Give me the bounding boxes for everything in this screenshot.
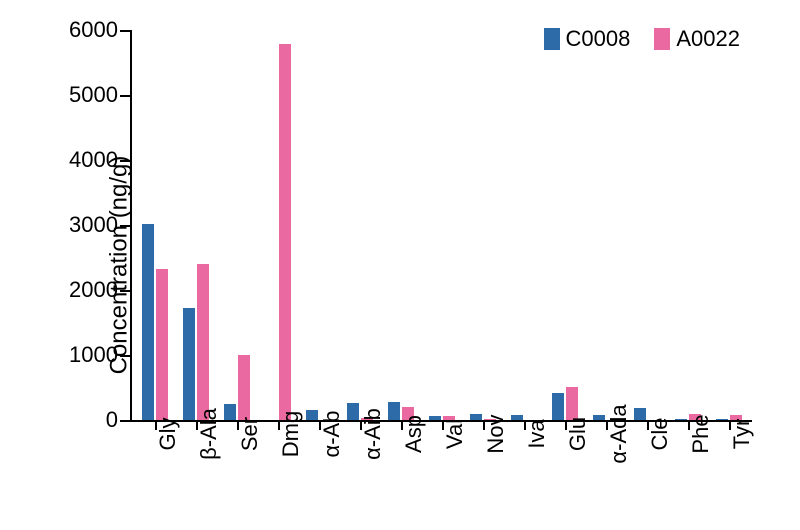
x-tick-label: Glu <box>565 417 591 451</box>
y-tick-label: 5000 <box>69 82 118 108</box>
y-tick <box>120 160 132 162</box>
x-tick-label: Tyr <box>729 419 755 450</box>
x-tick-label: α-Ada <box>606 404 632 463</box>
y-tick <box>120 290 132 292</box>
x-tick-label: Asp <box>401 415 427 453</box>
legend-item-c0008: C0008 <box>544 26 631 52</box>
y-tick <box>120 420 132 422</box>
bar <box>156 269 168 420</box>
bar <box>238 355 250 420</box>
bar <box>675 419 687 420</box>
x-tick-label: Gly <box>155 418 181 451</box>
chart-container: Concentration (ng/g) 0100020003000400050… <box>0 0 800 530</box>
bar <box>429 416 441 420</box>
x-tick-label: α-Aib <box>360 408 386 460</box>
bar <box>388 402 400 420</box>
x-tick-label: Iva <box>524 419 550 448</box>
y-tick-label: 0 <box>106 407 118 433</box>
bar <box>566 387 578 420</box>
x-tick-label: α-Ab <box>319 411 345 458</box>
plot-area: 0100020003000400050006000Glyβ-AlaSerDmgα… <box>130 30 752 422</box>
y-tick-label: 2000 <box>69 277 118 303</box>
bar <box>716 419 728 420</box>
x-tick-label: Nov <box>483 414 509 453</box>
y-tick-label: 1000 <box>69 342 118 368</box>
y-tick <box>120 30 132 32</box>
y-tick <box>120 225 132 227</box>
legend-item-a0022: A0022 <box>654 26 740 52</box>
y-tick <box>120 95 132 97</box>
x-tick-label: β-Ala <box>196 408 222 460</box>
legend-swatch-c0008 <box>544 28 560 50</box>
x-tick-label: Cle <box>647 417 673 450</box>
bar <box>511 415 523 420</box>
bar <box>347 403 359 420</box>
bar <box>142 224 154 420</box>
y-tick-label: 6000 <box>69 17 118 43</box>
bar <box>470 414 482 421</box>
bar <box>197 264 209 420</box>
bar <box>552 393 564 420</box>
bar <box>183 308 195 420</box>
y-tick-label: 3000 <box>69 212 118 238</box>
legend-label: A0022 <box>676 26 740 52</box>
legend-label: C0008 <box>566 26 631 52</box>
bar <box>279 44 291 420</box>
x-tick-label: Ser <box>237 417 263 451</box>
y-tick-label: 4000 <box>69 147 118 173</box>
legend-swatch-a0022 <box>654 28 670 50</box>
bar <box>593 415 605 420</box>
bar <box>634 408 646 420</box>
y-tick <box>120 355 132 357</box>
bar <box>306 410 318 420</box>
x-tick-label: Val <box>442 419 468 449</box>
x-tick-label: Dmg <box>278 411 304 457</box>
x-tick-label: Phe <box>688 414 714 453</box>
bar <box>224 404 236 420</box>
legend: C0008 A0022 <box>544 26 740 52</box>
